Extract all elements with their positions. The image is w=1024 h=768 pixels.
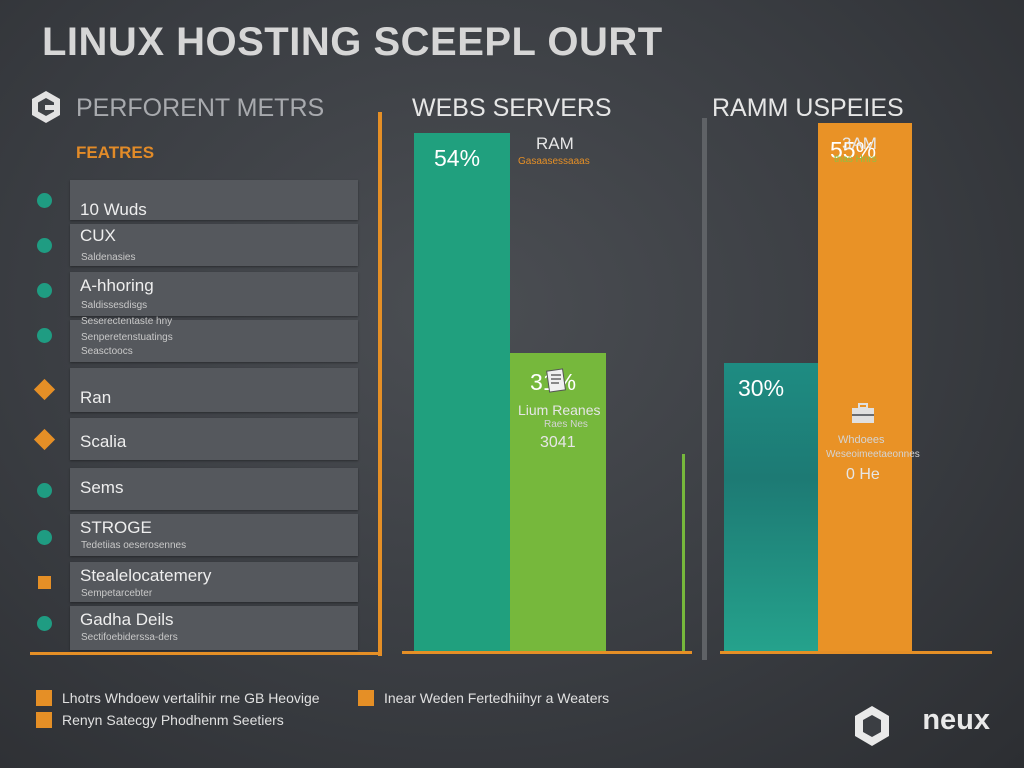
feature-diamond-marker: [33, 428, 56, 451]
chart1-title: WEBS SERVERS: [412, 94, 612, 122]
legend-item-2: Inear Weden Fertedhiihyr a Weaters: [384, 690, 610, 706]
feature-sublabel: Tedetiias oeserosennes: [81, 540, 187, 551]
chart1-mid-sub: Raes Nes: [544, 419, 588, 430]
feature-sublabel: Sectifoebiderssa-ders: [81, 632, 178, 643]
chart2-bar-2: [818, 123, 912, 651]
feature-label: Sems: [80, 478, 124, 497]
chart2-top-label: 3AM: [842, 134, 877, 153]
feature-dot-marker: [37, 283, 52, 298]
feature-sublabel: Sempetarcebter: [81, 588, 153, 599]
feature-dot-marker: [37, 328, 52, 343]
features-baseline: [30, 652, 382, 655]
feature-dot-marker: [37, 193, 52, 208]
chart1-baseline: [402, 651, 692, 654]
feature-row: Ran: [70, 368, 358, 412]
feature-label: Gadha Deils: [80, 610, 174, 629]
feature-dot-marker: [37, 238, 52, 253]
legend-item-3: Renyn Satecgy Phodhenm Seetiers: [62, 712, 284, 728]
chart2-mid-sub: Weseoimeetaeonnes: [826, 449, 920, 460]
feature-sublabel: Seserectentaste hny: [81, 316, 173, 327]
feature-diamond-marker: [33, 378, 56, 401]
feature-square-marker: [38, 576, 51, 589]
feature-row: Seserectentaste hny Senperetenstuatings Se…: [70, 316, 358, 362]
feature-label: A-hhoring: [80, 276, 154, 295]
feature-sublabel: Seasctoocs: [81, 346, 133, 357]
chart1-value-label-1: 54%: [434, 145, 481, 171]
legend-marker-1: [36, 690, 52, 706]
feature-sublabel: Senperetenstuatings: [81, 332, 173, 343]
feature-row: STROGE Tedetiias oeserosennes: [70, 514, 358, 556]
chart2-top-sub: thas Hnrs: [834, 154, 877, 165]
chart1-right-axis: [682, 454, 685, 652]
feature-row: A-hhoring Saldissesdisgs: [70, 272, 358, 316]
chart2-mid-value: 0 He: [846, 466, 880, 483]
chart2-value-label-2: 55%: [830, 137, 877, 163]
chart1-bar-1: [414, 133, 510, 651]
feature-label: Scalia: [80, 432, 127, 451]
feature-sublabel: Saldissesdisgs: [81, 300, 148, 311]
feature-label: CUX: [80, 226, 116, 245]
chart1-top-sub: Gasaasessaaas: [518, 156, 590, 167]
chart1-bar-2: [510, 353, 606, 651]
feature-label: Ran: [80, 388, 112, 407]
feature-row: Stealelocatemery Sempetarcebter: [70, 562, 358, 602]
feature-label: Stealelocatemery: [80, 566, 212, 585]
chart2-title: RAMM USPEIES: [712, 94, 904, 122]
document-icon: [546, 368, 567, 393]
chart2-value-label-1: 30%: [738, 375, 785, 401]
feature-dot-marker: [37, 530, 52, 545]
page-title: LINUX HOSTING SCEEPL OURT: [42, 20, 663, 64]
chart2-mid-label: Whdoees: [838, 434, 885, 446]
chart2-bar-1: [724, 363, 818, 651]
chart2-baseline: [720, 651, 992, 654]
chart1-top-label: RAM: [536, 134, 574, 153]
chart1-mid-value: 3041: [540, 434, 576, 451]
legend-marker-3: [36, 712, 52, 728]
features-divider-line: [378, 112, 382, 656]
feature-row: Sems: [70, 468, 358, 510]
feature-row: 10 Wuds: [70, 180, 358, 220]
charts-divider: [702, 118, 707, 660]
feature-sublabel: Saldenasies: [81, 252, 136, 263]
feature-row: Scalia: [70, 418, 358, 460]
features-panel-title: PERFORENT METRS: [76, 94, 325, 122]
briefcase-icon: [852, 403, 874, 423]
brand-logo-icon: [855, 706, 889, 746]
brand-name: neux: [922, 704, 990, 736]
feature-dot-marker: [37, 616, 52, 631]
legend-item-1: Lhotrs Whdoew vertalihir rne GB Heovige: [62, 690, 320, 706]
legend-marker-2: [358, 690, 374, 706]
feature-row: Gadha Deils Sectifoebiderssa-ders: [70, 606, 358, 650]
feature-dot-marker: [37, 483, 52, 498]
features-section-label: FEATRES: [76, 143, 155, 162]
hexagon-logo-icon: [32, 91, 60, 123]
chart1-mid-label: Lium Reanes: [518, 402, 601, 418]
feature-label: STROGE: [80, 518, 152, 537]
feature-label: 10 Wuds: [80, 200, 147, 219]
feature-row: CUX Saldenasies: [70, 224, 358, 266]
